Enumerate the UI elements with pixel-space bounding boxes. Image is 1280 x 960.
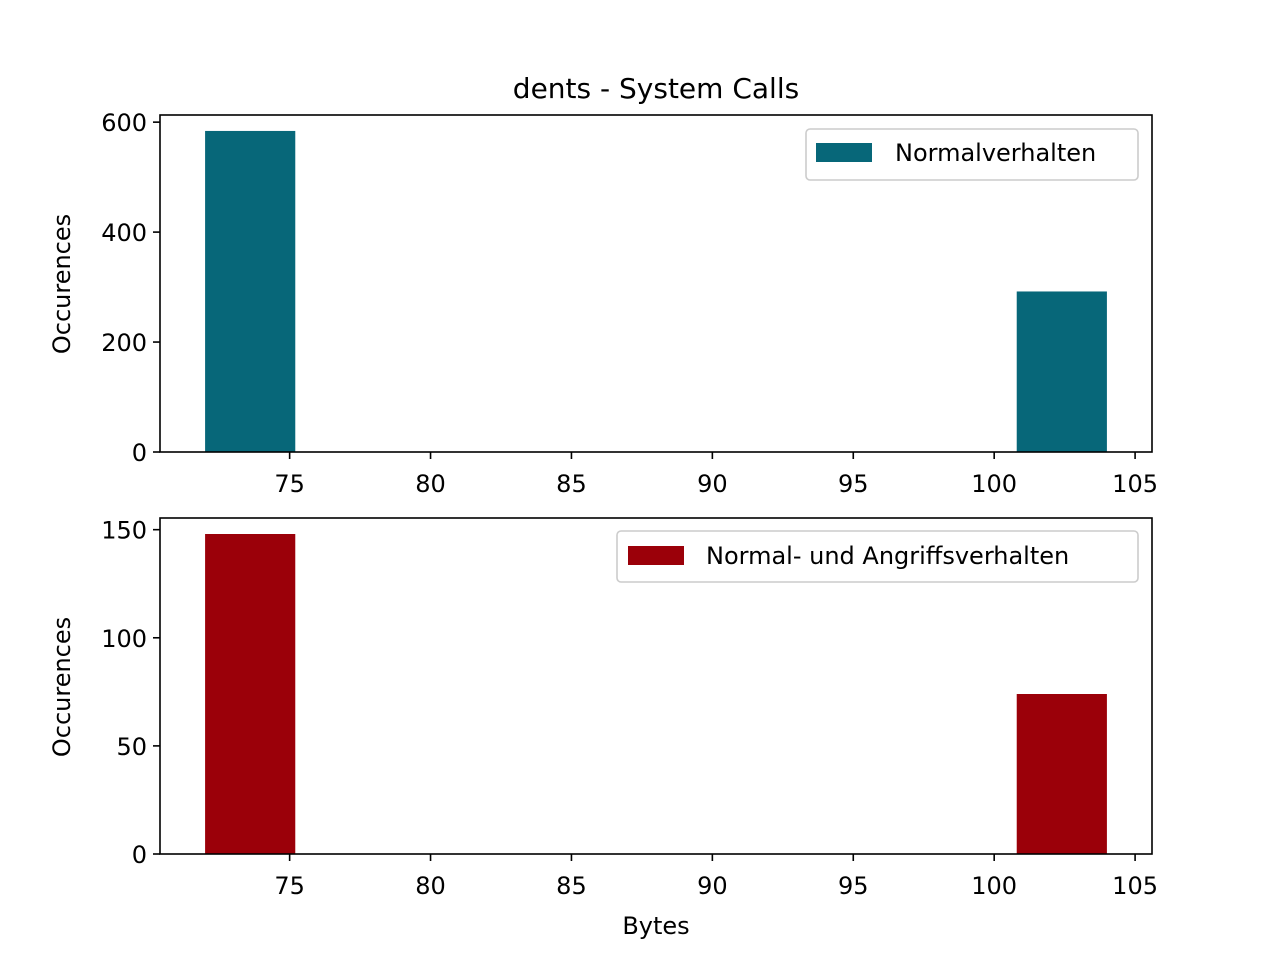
top-y-ticks: 0 200 400 600 [101, 109, 160, 467]
top-y-axis-label: Occurences [48, 214, 76, 354]
top-panel: dents - System Calls 75 80 85 90 95 100 105 0 2… [48, 72, 1158, 498]
top-plot-frame [159, 114, 1153, 453]
top-legend: Normalverhalten [805, 128, 1139, 181]
y-tick-label: 400 [101, 219, 147, 247]
bottom-y-axis-label: Occurences [48, 617, 76, 757]
x-tick-label: 85 [556, 872, 587, 900]
x-tick-label: 105 [1112, 872, 1158, 900]
chart-title: dents - System Calls [513, 72, 799, 105]
x-tick-label: 85 [556, 470, 587, 498]
top-x-ticks: 75 80 85 90 95 100 105 [274, 452, 1158, 498]
y-tick-label: 50 [116, 733, 147, 761]
y-tick-label: 150 [101, 517, 147, 545]
x-tick-label: 80 [415, 470, 446, 498]
bottom-panel: 75 80 85 90 95 100 105 0 50 100 150 Occurences By… [48, 517, 1158, 940]
bar-1 [205, 534, 296, 854]
y-tick-label: 0 [132, 439, 147, 467]
y-tick-label: 0 [132, 841, 147, 869]
x-tick-label: 75 [274, 470, 305, 498]
bottom-y-ticks: 0 50 100 150 [101, 517, 160, 869]
bottom-x-ticks: 75 80 85 90 95 100 105 [274, 854, 1158, 900]
y-tick-label: 100 [101, 625, 147, 653]
bottom-legend: Normal- und Angriffsverhalten [616, 530, 1139, 583]
top-legend-label: Normalverhalten [895, 139, 1096, 167]
bottom-legend-box [616, 530, 1139, 583]
bar-2 [1016, 694, 1107, 854]
x-tick-label: 95 [838, 872, 869, 900]
y-tick-label: 200 [101, 329, 147, 357]
x-tick-label: 90 [697, 470, 728, 498]
x-tick-label: 105 [1112, 470, 1158, 498]
x-tick-label: 80 [415, 872, 446, 900]
top-bars [205, 130, 1107, 452]
x-tick-label: 100 [971, 872, 1017, 900]
bottom-plot-frame [159, 517, 1153, 855]
top-legend-swatch [816, 143, 872, 162]
bottom-bars [205, 534, 1107, 854]
y-tick-label: 600 [101, 109, 147, 137]
x-tick-label: 100 [971, 470, 1017, 498]
x-tick-label: 75 [274, 872, 305, 900]
x-tick-label: 90 [697, 872, 728, 900]
bottom-legend-swatch [628, 546, 684, 565]
bar-2 [1016, 291, 1107, 452]
top-legend-box [805, 128, 1139, 181]
bottom-legend-label: Normal- und Angriffsverhalten [706, 542, 1069, 570]
x-tick-label: 95 [838, 470, 869, 498]
bottom-x-axis-label: Bytes [622, 912, 689, 940]
bar-1 [205, 130, 296, 452]
